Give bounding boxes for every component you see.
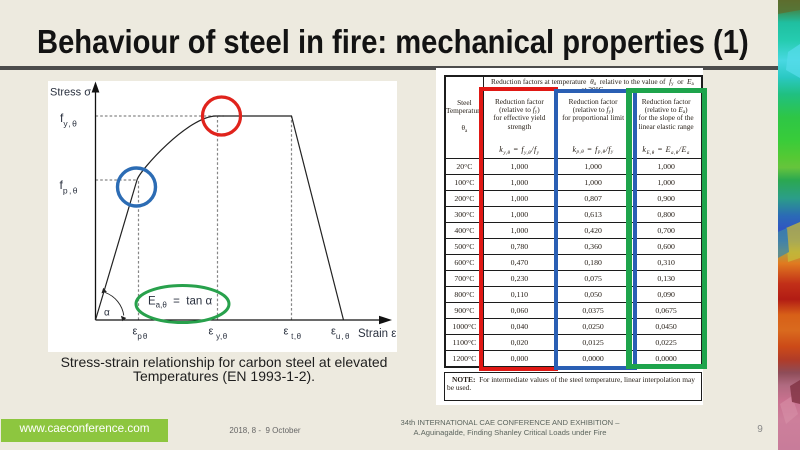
svg-text:εpθ: εpθ xyxy=(133,326,149,342)
svg-text:α: α xyxy=(104,308,110,319)
svg-text:fp,θ: fp,θ xyxy=(60,178,79,196)
svg-text:Ea,θ = tan α: Ea,θ = tan α xyxy=(148,296,212,310)
svg-text:ε y,θ: ε y,θ xyxy=(209,326,228,342)
svg-text:Stress σ: Stress σ xyxy=(50,87,91,99)
svg-text:fy,θ: fy,θ xyxy=(60,111,78,129)
svg-text:ε t,θ: ε t,θ xyxy=(284,326,302,342)
svg-text:Strain ε: Strain ε xyxy=(358,328,396,340)
svg-text:εu,θ: εu,θ xyxy=(331,326,351,342)
